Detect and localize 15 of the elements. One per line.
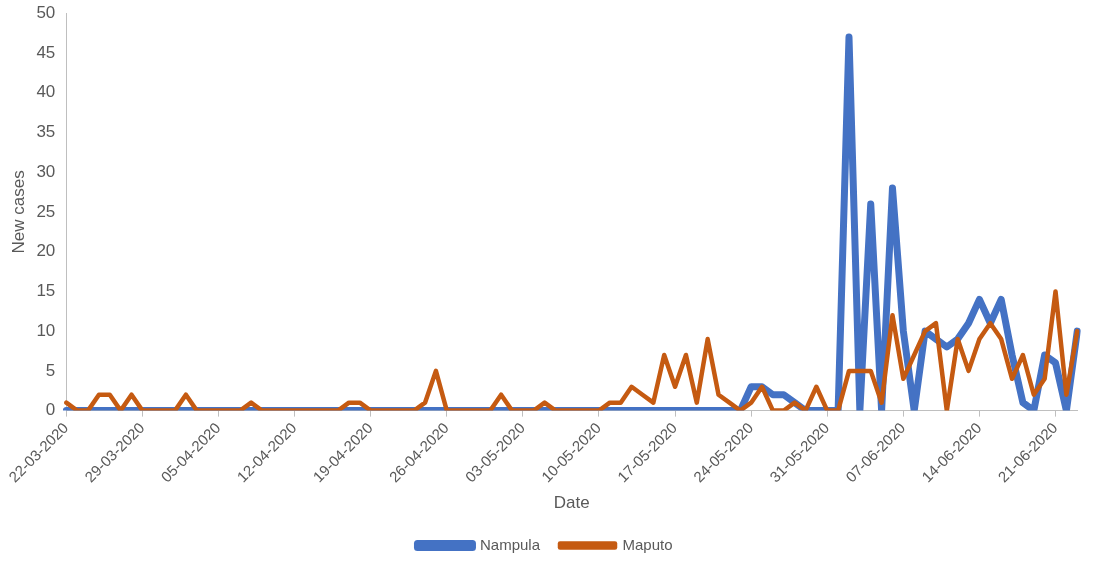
y-tick-label: 35 [36,122,56,142]
y-tick-label: 20 [36,241,56,261]
y-tick-label: 10 [36,320,56,340]
y-tick-label: 45 [36,42,56,62]
y-tick-label: 25 [36,201,56,221]
y-tick-label: 40 [36,82,56,102]
legend-label: Maputo [622,535,673,553]
y-tick-label: 50 [36,2,56,22]
y-tick-label: 0 [45,400,56,420]
legend-label: Nampula [479,535,541,553]
y-tick-label: 30 [36,161,56,181]
y-tick-label: 5 [45,360,56,380]
y-axis-title: New cases [8,170,28,254]
x-axis-title: Date [553,493,590,513]
y-tick-label: 15 [36,281,56,301]
